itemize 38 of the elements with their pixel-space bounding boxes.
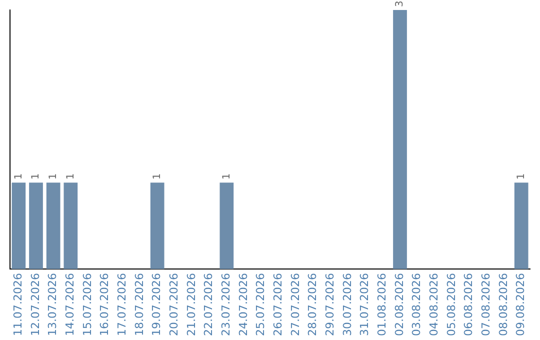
x-tick-label: 23.07.2026 <box>220 273 233 336</box>
data-label: 1 <box>30 173 42 180</box>
x-tick-label: 13.07.2026 <box>46 273 60 336</box>
data-label: 1 <box>48 173 59 180</box>
x-tick-label: 04.08.2026 <box>428 273 441 336</box>
x-tick-label: 07.08.2026 <box>480 273 493 336</box>
x-tick-label: 19.07.2026 <box>150 273 164 336</box>
x-tick-label: 09.08.2026 <box>514 273 528 336</box>
x-tick-label: 08.08.2026 <box>496 273 510 336</box>
data-label: 1 <box>516 173 527 180</box>
x-tick-label: 31.07.2026 <box>358 273 372 336</box>
data-label: 1 <box>13 173 24 180</box>
x-tick-label: 05.08.2026 <box>444 273 458 336</box>
x-tick-label: 22.07.2026 <box>202 273 216 336</box>
x-tick-label: 14.07.2026 <box>64 273 77 336</box>
data-label: 1 <box>221 173 232 180</box>
x-tick-label: 29.07.2026 <box>324 273 337 336</box>
x-tick-label: 11.07.2026 <box>12 273 25 336</box>
x-tick-label: 24.07.2026 <box>236 273 250 336</box>
data-label: 1 <box>152 173 163 180</box>
x-tick-label: 18.07.2026 <box>132 273 146 336</box>
x-tick-label: 28.07.2026 <box>306 273 320 336</box>
data-label: 1 <box>65 173 76 180</box>
x-tick-label: 21.07.2026 <box>184 273 198 336</box>
x-tick-label: 06.08.2026 <box>462 273 476 336</box>
x-tick-label: 01.08.2026 <box>376 273 389 336</box>
x-tick-label: 25.07.2026 <box>254 273 268 336</box>
x-tick-label: 02.08.2026 <box>392 273 406 336</box>
x-tick-label: 30.07.2026 <box>340 273 354 336</box>
x-tick-label: 20.07.2026 <box>168 273 181 336</box>
x-tick-label: 15.07.2026 <box>80 273 94 336</box>
x-tick-label: 03.08.2026 <box>410 273 424 336</box>
x-tick-label: 17.07.2026 <box>116 273 129 336</box>
x-tick-label: 27.07.2026 <box>288 273 302 336</box>
x-tick-label: 12.07.2026 <box>28 273 42 336</box>
x-tick-label: 26.07.2026 <box>272 273 285 336</box>
data-label: 3 <box>394 0 406 7</box>
x-tick-label: 16.07.2026 <box>98 273 112 336</box>
